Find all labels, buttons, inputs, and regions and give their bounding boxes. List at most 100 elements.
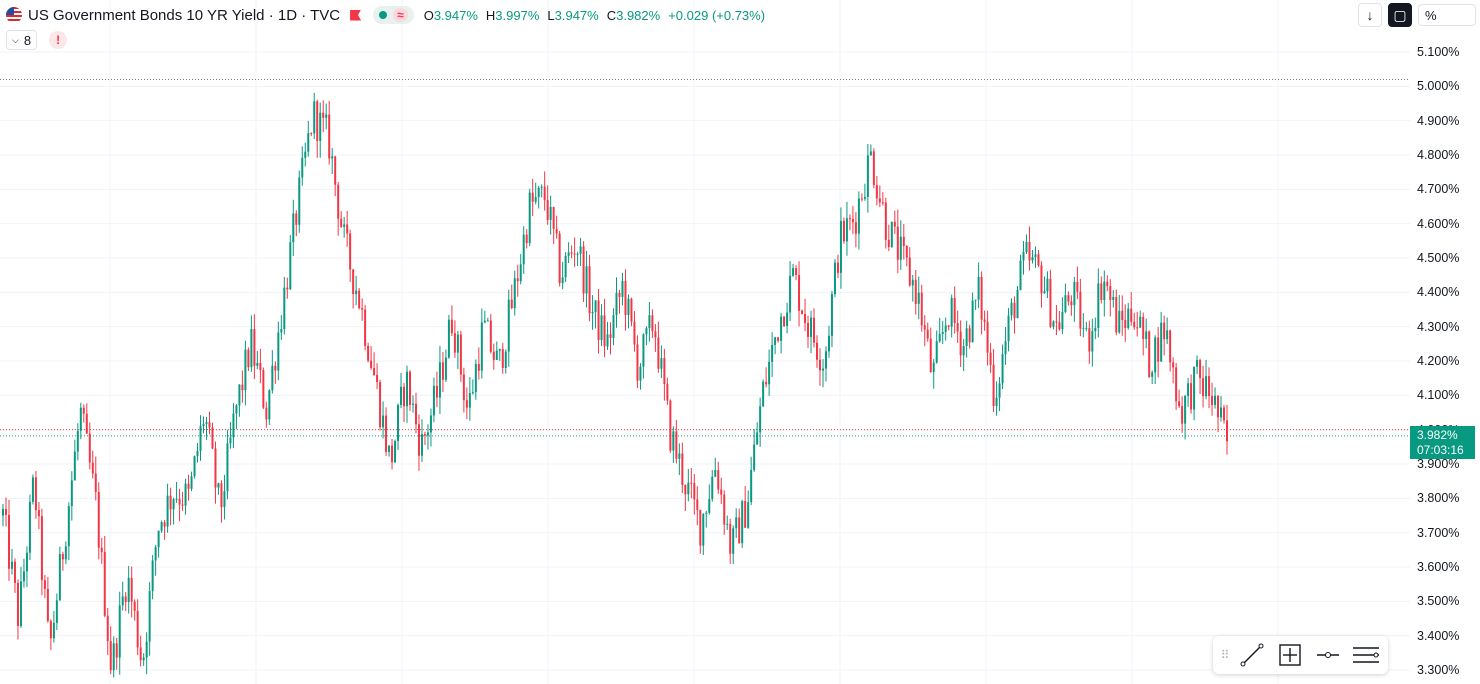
candle-body: [1175, 367, 1178, 402]
candle-body: [950, 297, 953, 327]
warning-icon[interactable]: !: [49, 31, 68, 49]
candle-body: [184, 483, 187, 506]
candle-body: [391, 445, 394, 463]
candle-body: [444, 357, 447, 380]
drag-handle-icon[interactable]: ⠿: [1220, 648, 1230, 662]
symbol-title[interactable]: US Government Bonds 10 YR Yield · 1D · T…: [28, 6, 341, 24]
candle-body: [1028, 241, 1031, 261]
candle-body: [1139, 316, 1142, 328]
candle-body: [462, 374, 465, 401]
candle-body: [1058, 322, 1061, 330]
price-axis[interactable]: 5.100% 5.000% 4.900% 4.800% 4.700% 4.600% 4.50…: [1410, 0, 1480, 684]
candle-body: [106, 615, 109, 642]
chart-area[interactable]: [0, 0, 1410, 684]
candle-body: [88, 433, 91, 463]
candle-body: [983, 319, 986, 322]
candle-body: [663, 358, 666, 385]
candle-body: [304, 151, 307, 158]
candle-body: [477, 363, 480, 371]
candle-body: [534, 197, 537, 202]
candle-body: [307, 133, 310, 152]
candle-body: [510, 299, 513, 309]
candle-body: [49, 620, 52, 639]
scale-mode-input[interactable]: %: [1418, 4, 1476, 26]
candle-body: [845, 218, 848, 242]
flag-icon[interactable]: [350, 10, 361, 21]
candle-body: [199, 425, 202, 451]
candle-body: [1184, 396, 1187, 424]
candle-body: [265, 407, 268, 420]
candle-body: [151, 560, 154, 592]
candle-body: [878, 198, 881, 203]
candle-body: [699, 509, 702, 546]
candle-body: [989, 352, 992, 365]
candle-body: [346, 224, 349, 234]
candle-body: [585, 266, 588, 294]
candle-body: [564, 255, 567, 278]
candle-body: [1193, 366, 1196, 410]
candle-body: [732, 528, 735, 554]
candle-body: [46, 588, 49, 621]
candle-body: [241, 384, 244, 391]
candle-body: [217, 483, 220, 488]
candle-body: [379, 382, 382, 428]
candle-body: [833, 262, 836, 295]
candle-body: [91, 462, 94, 474]
crosshair-box-icon[interactable]: [1271, 636, 1309, 674]
market-status-pill[interactable]: ≈: [373, 6, 414, 24]
candle-body: [223, 491, 226, 508]
parallel-channel-icon[interactable]: [1347, 636, 1385, 674]
candle-body: [468, 392, 471, 408]
candle-body: [1100, 283, 1103, 301]
candle-body: [747, 502, 750, 528]
candle-body: [1130, 308, 1133, 322]
candle-body: [178, 498, 181, 505]
candle-body: [1169, 330, 1172, 363]
candle-body: [606, 334, 609, 347]
candle-body: [64, 546, 67, 560]
candle-body: [992, 364, 995, 406]
price-tick-label: 3.700%: [1417, 525, 1460, 540]
candle-body: [1067, 295, 1070, 302]
candle-body: [771, 345, 774, 362]
candle-body: [331, 156, 334, 159]
candle-body: [438, 362, 441, 398]
arrow-down-icon[interactable]: ↓: [1358, 3, 1382, 27]
candle-body: [866, 155, 869, 197]
trend-line-icon[interactable]: [1233, 636, 1271, 674]
candle-body: [789, 275, 792, 313]
candle-body: [1037, 254, 1040, 266]
candle-body: [684, 484, 687, 495]
candle-body: [244, 349, 247, 391]
candle-body: [669, 400, 672, 451]
candle-body: [756, 432, 759, 445]
candle-body: [358, 290, 361, 309]
indicators-toggle-button[interactable]: ⌵ 8: [6, 30, 38, 50]
candle-body: [765, 381, 768, 385]
candle-body: [229, 437, 232, 444]
candle-body: [238, 384, 241, 406]
candle-body: [43, 580, 46, 589]
candle-body: [450, 319, 453, 334]
horizontal-line-icon[interactable]: [1309, 636, 1347, 674]
candle-body: [1088, 328, 1091, 352]
candle-body: [615, 292, 618, 316]
candle-body: [678, 453, 681, 459]
candle-body: [777, 337, 780, 341]
candle-body: [872, 151, 875, 186]
fullscreen-icon[interactable]: ▢: [1388, 3, 1412, 27]
candle-body: [298, 177, 301, 225]
candle-body: [403, 386, 406, 407]
candle-body: [361, 308, 364, 310]
price-tick-label: 3.500%: [1417, 594, 1460, 609]
candle-body: [1040, 265, 1043, 294]
candlestick-chart[interactable]: [0, 0, 1410, 684]
candle-body: [875, 185, 878, 199]
candle-body: [627, 298, 630, 315]
candle-body: [187, 483, 190, 489]
candle-body: [1097, 283, 1100, 328]
price-tick-label: 4.900%: [1417, 113, 1460, 128]
price-tick-label: 3.400%: [1417, 628, 1460, 643]
symbol-legend: US Government Bonds 10 YR Yield · 1D · T…: [6, 5, 765, 25]
price-tick-label: 4.100%: [1417, 388, 1460, 403]
